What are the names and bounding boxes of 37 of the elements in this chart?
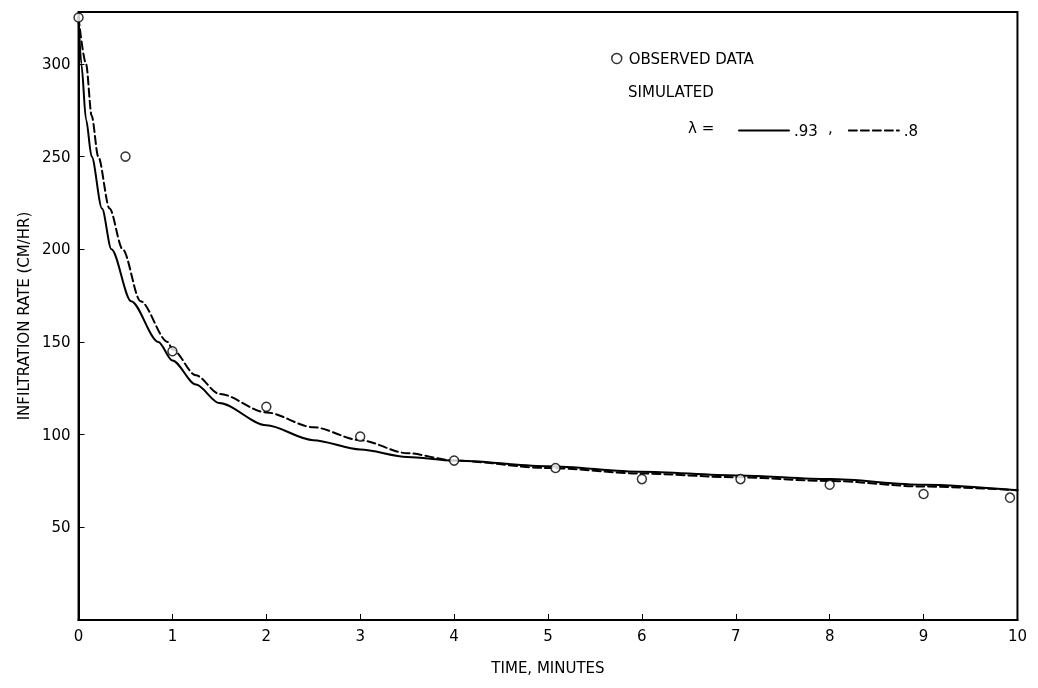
- annotation: SIMULATED: [628, 82, 714, 101]
- point: [73, 12, 84, 23]
- point: [824, 479, 835, 490]
- x-tick-label: 5: [543, 626, 553, 645]
- x-tick-label: 1: [167, 626, 178, 645]
- point: [550, 462, 561, 474]
- legend-label: .93: [794, 121, 818, 140]
- point: [354, 431, 366, 442]
- x-tick-label: 0: [73, 626, 84, 645]
- point: [167, 345, 178, 357]
- x-tick-label: 3: [355, 626, 365, 645]
- y-tick-label: 50: [51, 518, 71, 537]
- x-tick-label: 7: [731, 626, 741, 645]
- y-tick-label: 300: [41, 54, 71, 73]
- annotation: λ =: [688, 118, 715, 137]
- y-tick-label: 250: [41, 147, 71, 166]
- legend-label: OBSERVED DATA: [628, 49, 755, 68]
- point: [120, 151, 131, 162]
- y-tick-label: 100: [41, 425, 71, 444]
- point: [636, 473, 648, 485]
- point: [448, 455, 460, 466]
- point: [918, 488, 929, 500]
- y-axis-title: INFILTRATION RATE (CM/HR): [14, 211, 33, 421]
- y-tick-label: 200: [41, 240, 71, 259]
- x-tick-label: 4: [449, 626, 459, 645]
- point: [735, 473, 746, 485]
- point: [261, 401, 272, 413]
- x-tick-label: 10: [1007, 626, 1027, 645]
- x-tick-label: 9: [918, 626, 929, 645]
- legend-label: .8: [903, 121, 919, 140]
- x-tick-label: 2: [261, 626, 272, 645]
- y-tick-label: 150: [41, 332, 71, 351]
- x-axis-title: TIME, MINUTES: [490, 658, 605, 677]
- annotation: ,: [828, 118, 833, 137]
- x-tick-label: 6: [637, 626, 647, 645]
- x-tick-label: 8: [824, 626, 835, 645]
- point: [1004, 492, 1016, 503]
